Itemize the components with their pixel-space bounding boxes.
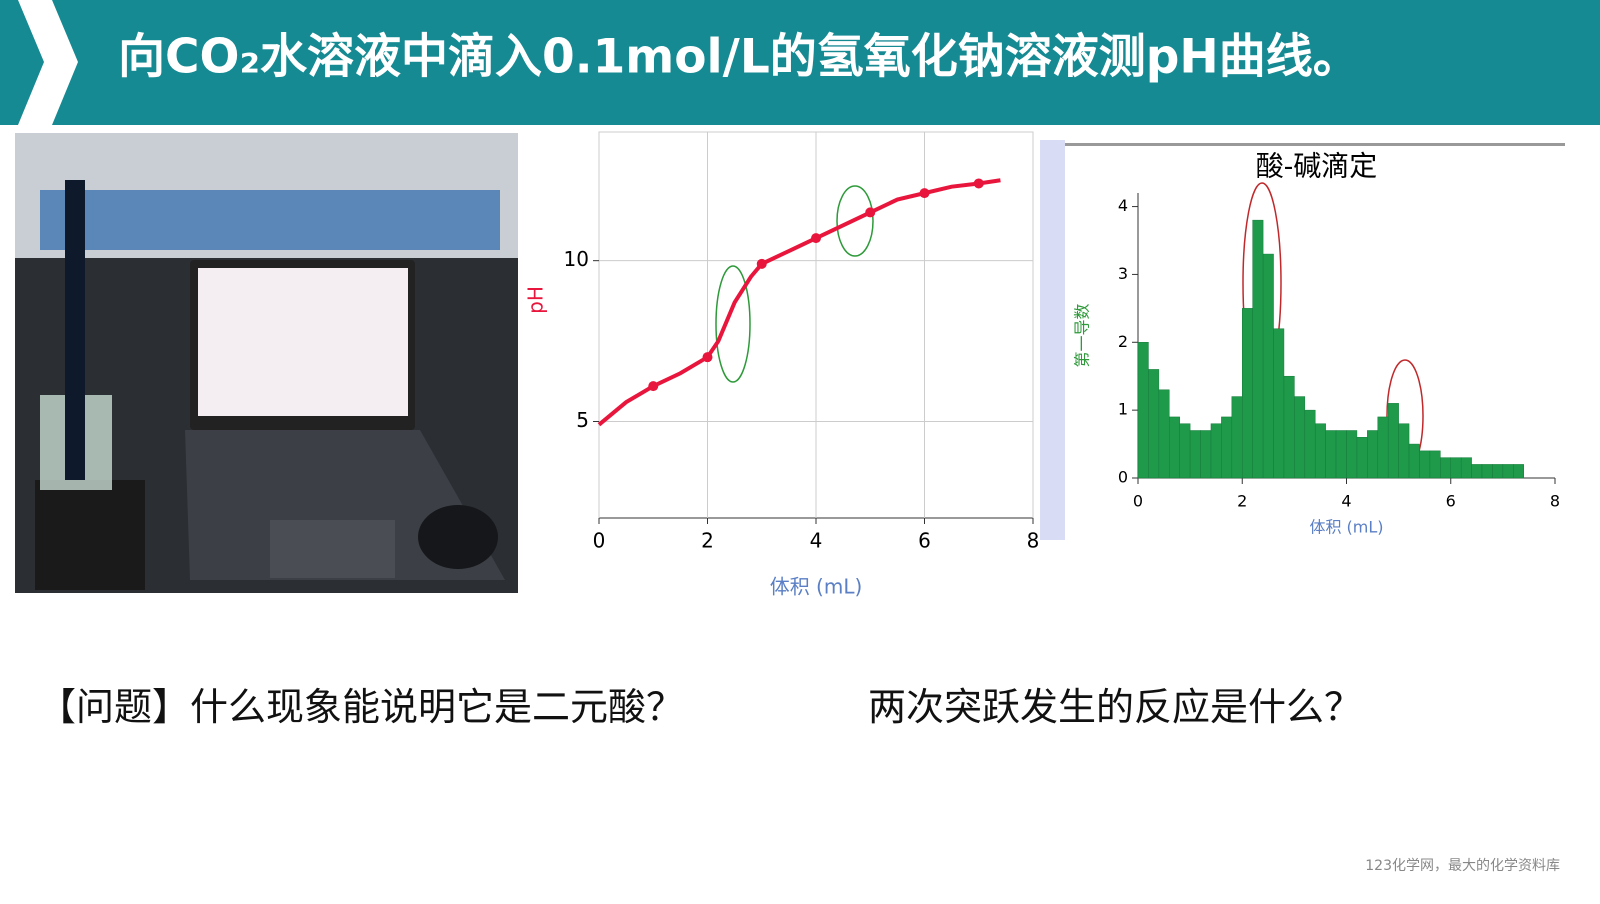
x-tick-label: 6 <box>1446 492 1456 511</box>
bar <box>1481 464 1493 479</box>
bar <box>1231 396 1243 479</box>
bar <box>1158 389 1170 479</box>
x-tick-label: 8 <box>1027 529 1040 553</box>
bar <box>1450 457 1462 479</box>
chevron <box>18 0 78 125</box>
data-point <box>756 258 767 269</box>
bar <box>1335 430 1347 479</box>
window-frame <box>1040 140 1065 540</box>
bar <box>1304 409 1316 479</box>
x-tick-label: 8 <box>1550 492 1560 511</box>
bar <box>1148 369 1160 479</box>
bar <box>1419 450 1431 479</box>
bar <box>1169 416 1180 479</box>
bar <box>1137 342 1149 479</box>
annotation-circle <box>715 265 751 383</box>
bar <box>1492 464 1504 479</box>
slide-title: 向CO₂水溶液中滴入0.1mol/L的氢氧化钠溶液测pH曲线。 <box>118 30 1360 85</box>
question-left: 【问题】什么现象能说明它是二元酸？ <box>38 685 685 729</box>
bar <box>1179 423 1191 479</box>
bar <box>1408 443 1420 479</box>
bar <box>1513 464 1524 479</box>
bar <box>1346 430 1358 479</box>
bar <box>1367 430 1379 479</box>
data-point <box>811 233 821 244</box>
y-tick-label: 5 <box>576 408 589 432</box>
bar <box>1273 328 1285 479</box>
bar <box>1325 430 1337 479</box>
bar <box>1502 464 1514 479</box>
y-tick-label: 0 <box>1118 468 1128 487</box>
annotation-circle <box>836 185 874 257</box>
y-axis-label: pH <box>524 286 548 314</box>
header-bar <box>0 0 1600 125</box>
x-tick-label: 0 <box>593 529 606 553</box>
bar <box>1189 430 1201 479</box>
footer: 123化学网，最大的化学资料库 <box>1365 858 1560 874</box>
data-line <box>597 178 1001 427</box>
bar <box>1283 375 1295 479</box>
x-tick-label: 2 <box>1237 492 1247 511</box>
y-tick-label: 10 <box>564 247 589 271</box>
y-tick-label: 2 <box>1118 332 1128 351</box>
x-tick-label: 6 <box>918 529 931 553</box>
bar <box>1398 423 1410 479</box>
bar <box>1294 396 1306 479</box>
y-axis-label: 第一导数 <box>1073 303 1092 367</box>
y-tick-label: 3 <box>1118 264 1128 283</box>
bar <box>1440 457 1451 479</box>
bar <box>1210 423 1222 479</box>
data-point <box>702 352 713 363</box>
data-point <box>973 178 984 189</box>
bar <box>1471 464 1483 479</box>
x-axis-label: 体积 (mL) <box>770 575 863 599</box>
x-tick-label: 4 <box>1341 492 1351 511</box>
data-point <box>648 381 659 392</box>
bar <box>1200 430 1212 479</box>
data-point <box>919 188 930 199</box>
bar <box>1262 253 1274 479</box>
bar <box>1387 403 1399 479</box>
bar <box>1377 416 1389 479</box>
y-tick-label: 4 <box>1118 196 1128 215</box>
data-point <box>865 207 876 218</box>
bar <box>1429 450 1441 479</box>
bar <box>1252 219 1264 479</box>
x-tick-label: 4 <box>810 529 823 553</box>
bar <box>1221 416 1233 479</box>
photo <box>15 133 518 593</box>
x-tick-label: 2 <box>701 529 714 553</box>
bar <box>1356 437 1368 479</box>
bar <box>1314 423 1326 479</box>
y-tick-label: 1 <box>1118 400 1128 419</box>
x-axis-label: 体积 (mL) <box>1309 518 1383 537</box>
bar <box>1242 308 1253 479</box>
x-tick-label: 0 <box>1133 492 1143 511</box>
chart-title: 酸-碱滴定 <box>1256 150 1377 183</box>
question-right: 两次突跃发生的反应是什么？ <box>868 685 1363 729</box>
bar <box>1460 457 1472 479</box>
window-frame <box>1065 143 1565 146</box>
